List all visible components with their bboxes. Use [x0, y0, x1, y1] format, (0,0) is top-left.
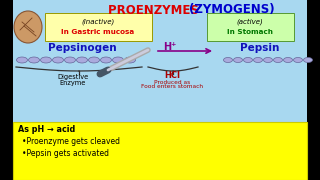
Text: PROENZYMES: PROENZYMES [108, 3, 203, 17]
Ellipse shape [293, 57, 302, 62]
Ellipse shape [14, 11, 42, 43]
Ellipse shape [76, 57, 87, 63]
Ellipse shape [244, 57, 252, 62]
Ellipse shape [113, 57, 124, 63]
Text: H⁺: H⁺ [163, 42, 176, 52]
Text: In Stomach: In Stomach [227, 29, 273, 35]
Text: Pepsin: Pepsin [240, 43, 280, 53]
Text: Digestive: Digestive [57, 74, 89, 80]
FancyBboxPatch shape [0, 0, 13, 180]
Ellipse shape [223, 57, 233, 62]
Text: Food enters stomach: Food enters stomach [141, 84, 203, 89]
Ellipse shape [52, 57, 63, 63]
FancyBboxPatch shape [207, 13, 294, 41]
Text: (ZYMOGENS): (ZYMOGENS) [189, 3, 275, 17]
Ellipse shape [234, 57, 243, 62]
FancyBboxPatch shape [13, 0, 307, 180]
Ellipse shape [253, 57, 262, 62]
Text: Enzyme: Enzyme [60, 80, 86, 86]
Text: (inactive): (inactive) [81, 19, 115, 25]
FancyBboxPatch shape [307, 0, 320, 180]
Text: •Pepsin gets activated: •Pepsin gets activated [22, 150, 109, 159]
Ellipse shape [17, 57, 28, 63]
Text: Produced as: Produced as [154, 80, 190, 84]
Ellipse shape [28, 57, 39, 63]
Ellipse shape [89, 57, 100, 63]
Text: Pepsinogen: Pepsinogen [48, 43, 116, 53]
Ellipse shape [65, 57, 76, 63]
Ellipse shape [100, 57, 111, 63]
Text: (active): (active) [236, 19, 263, 25]
FancyBboxPatch shape [45, 13, 152, 41]
Ellipse shape [303, 57, 313, 62]
Ellipse shape [41, 57, 52, 63]
Text: In Gastric mucosa: In Gastric mucosa [61, 29, 135, 35]
Text: •Proenzyme gets cleaved: •Proenzyme gets cleaved [22, 138, 120, 147]
Ellipse shape [274, 57, 283, 62]
Ellipse shape [124, 57, 135, 63]
Text: HCl: HCl [164, 71, 180, 80]
Ellipse shape [284, 57, 292, 62]
Text: As pH → acid: As pH → acid [18, 125, 75, 134]
FancyBboxPatch shape [13, 122, 307, 180]
Ellipse shape [263, 57, 273, 62]
